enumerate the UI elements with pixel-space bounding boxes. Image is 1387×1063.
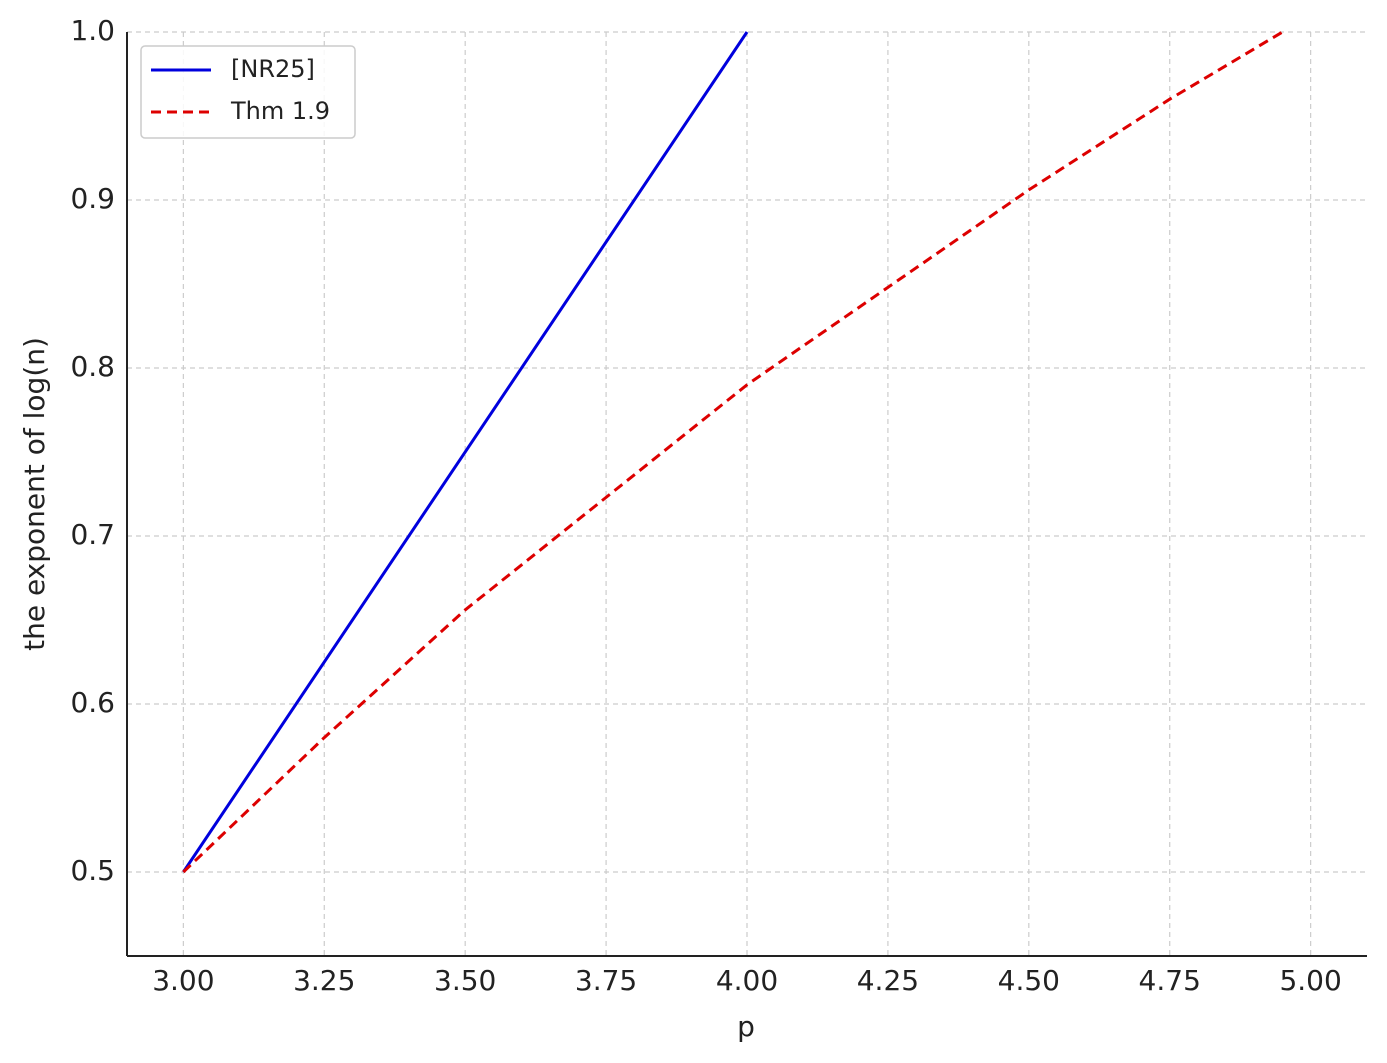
y-axis-label: the exponent of log(n) [18,337,51,651]
y-tick-label: 0.5 [70,854,115,887]
x-tick-label: 4.50 [998,964,1060,997]
x-tick-label: 3.50 [434,964,496,997]
x-tick-label: 3.75 [575,964,637,997]
x-tick-label: 4.25 [857,964,919,997]
y-tick-label: 1.0 [70,14,115,47]
y-tick-label: 0.9 [70,182,115,215]
x-axis-label: p [737,1010,755,1043]
legend-label: Thm 1.9 [230,97,330,125]
line-series [182,30,1284,874]
line-series [182,31,749,873]
legend-label: [NR25] [231,55,315,83]
x-tick-label: 5.00 [1279,964,1341,997]
y-tick-label: 0.7 [70,518,115,551]
y-tick-label: 0.8 [70,350,115,383]
x-tick-label: 4.00 [716,964,778,997]
x-tick-label: 3.00 [152,964,214,997]
x-tick-label: 4.75 [1139,964,1201,997]
x-tick-label: 3.25 [293,964,355,997]
y-tick-label: 0.6 [70,686,115,719]
